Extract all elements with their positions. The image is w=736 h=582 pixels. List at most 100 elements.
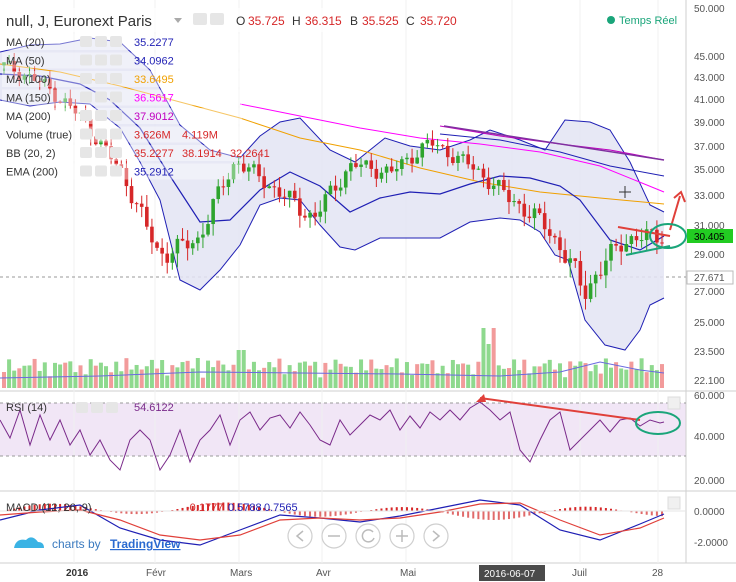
price-tick: 29.000 (694, 250, 725, 261)
bollinger-bands (0, 37, 665, 351)
volume-bar (399, 372, 404, 388)
macd-histogram-bar (411, 507, 414, 511)
volume-bar (206, 360, 211, 388)
volume-bar (47, 376, 52, 388)
macd-histogram-bar (258, 506, 261, 511)
candle-body (37, 80, 42, 82)
candle-body (394, 168, 399, 172)
candle-body (292, 190, 297, 199)
candle-body (435, 145, 440, 147)
macd-line (0, 499, 665, 546)
candle-body (231, 164, 236, 180)
macd-histogram-bar (604, 508, 607, 511)
macd-histogram-bar (538, 511, 541, 514)
scroll-right-button[interactable] (423, 523, 449, 549)
macd-histogram-bar (140, 511, 143, 515)
volume-bar (384, 365, 389, 388)
candle-body (150, 226, 154, 243)
macd-histogram-bar (462, 511, 465, 517)
volume-bar (440, 365, 445, 388)
candle-body (236, 163, 241, 165)
rsi-pane-button[interactable] (667, 396, 681, 410)
time-axis[interactable]: 2016 Févr Mars Avr Mai 2016-06-07 Juil 2… (66, 565, 664, 581)
volume-bar (496, 365, 501, 388)
rsi-divergence-arrow-icon (476, 394, 486, 402)
candle-body (12, 61, 17, 73)
candle-body (624, 243, 629, 252)
macd-histogram-bar (482, 511, 485, 520)
volume-bar (22, 365, 27, 388)
macd-histogram-bar (416, 507, 419, 511)
time-label: Mai (400, 568, 416, 579)
volume-bar (573, 365, 578, 388)
macd-pane-button[interactable] (667, 496, 681, 510)
candle-body (226, 179, 231, 187)
macd-histogram-bar (18, 507, 21, 511)
candle-body (318, 211, 323, 217)
price-tick: 41.000 (694, 95, 725, 106)
volume-bar (578, 361, 583, 388)
candle-body (170, 253, 175, 263)
candle-body (374, 168, 379, 179)
candle-body (547, 229, 552, 236)
chevron-right-icon (432, 530, 441, 542)
scroll-left-button[interactable] (287, 523, 313, 549)
macd-histogram-bar (375, 509, 378, 511)
candle-body (155, 242, 159, 248)
volume-bar (165, 375, 170, 388)
chart-navigation[interactable] (287, 523, 449, 549)
highlight-ellipse-price (649, 223, 687, 249)
candle-body (522, 203, 527, 217)
candle-body (129, 186, 134, 204)
macd-histogram-bar (558, 509, 561, 511)
candle-body (430, 139, 435, 146)
volume-bar (450, 359, 455, 388)
candle-body (491, 185, 496, 190)
candle-body (537, 208, 542, 214)
volume-bar (512, 359, 517, 388)
candle-body (481, 168, 486, 178)
macd-histogram-bar (584, 506, 587, 511)
candle-body (349, 163, 353, 172)
volume-bar (394, 358, 399, 388)
macd-histogram-bar (298, 511, 301, 516)
rsi-line (0, 401, 665, 472)
candle-body (619, 245, 623, 252)
macd-histogram-bar (609, 508, 612, 511)
volume-bar (251, 361, 256, 388)
candle-body (196, 237, 200, 244)
volume-bar (226, 370, 231, 388)
candle-body (185, 240, 190, 249)
volume-bar (603, 358, 608, 388)
candle-body (343, 171, 348, 188)
price-tick: 35.000 (694, 165, 725, 176)
volume-bar (343, 366, 348, 388)
candle-body (532, 208, 537, 219)
candle-body (211, 199, 215, 225)
volume-bar (639, 358, 644, 388)
reset-button[interactable] (355, 523, 381, 549)
volume-bar (211, 367, 216, 388)
volume-bar (420, 363, 425, 388)
candle-body (298, 198, 302, 216)
macd-histogram-bar (502, 511, 505, 520)
candle-body (145, 206, 149, 227)
candle-body (604, 260, 608, 276)
candle-body (338, 187, 343, 191)
candle-body (614, 243, 618, 246)
volume-bar (593, 364, 598, 388)
macd-histogram-bar (94, 509, 97, 511)
volume-bar (302, 361, 307, 388)
candle-body (445, 145, 450, 158)
candle-body (175, 238, 180, 254)
volume-bar (588, 371, 593, 388)
volume-bar (353, 372, 358, 388)
candle-body (384, 166, 389, 173)
macd-histogram-bar (589, 506, 592, 511)
macd-histogram-bar (135, 511, 138, 515)
macd-histogram-bar (314, 511, 317, 517)
volume-bar (27, 365, 32, 388)
volume-bar (139, 369, 144, 388)
price-axis[interactable]: 50.000 45.000 43.000 41.000 39.000 37.00… (694, 4, 725, 387)
